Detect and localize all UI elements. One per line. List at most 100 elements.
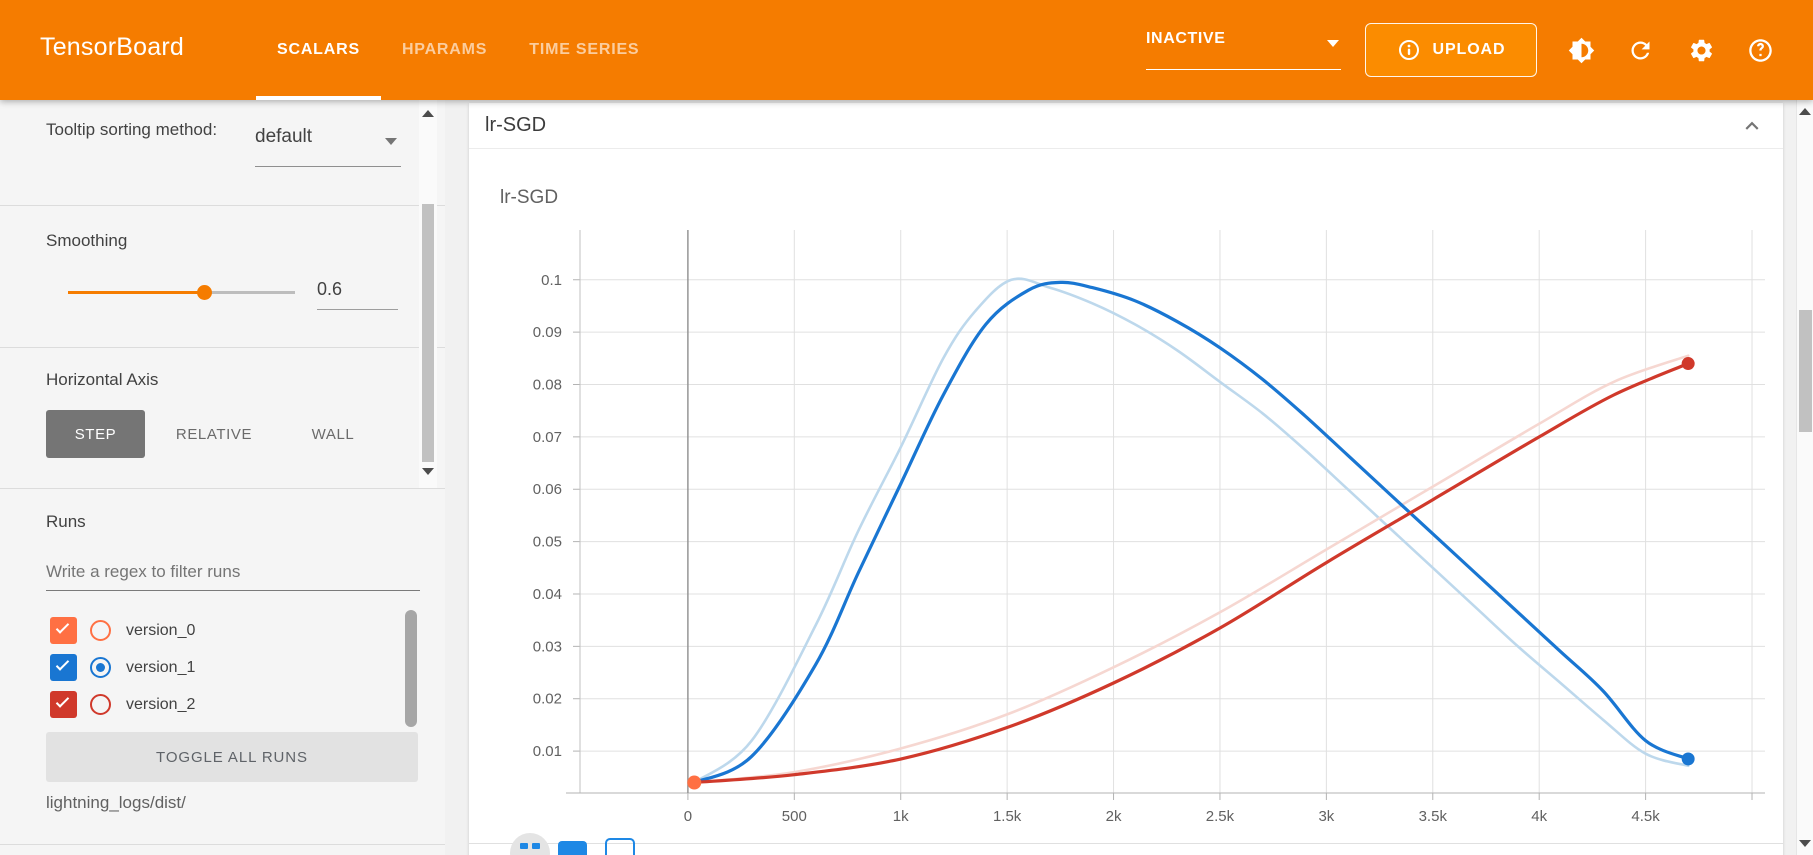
card-footer-divider xyxy=(469,843,1783,844)
scrollbar-thumb[interactable] xyxy=(422,204,434,462)
settings-button[interactable] xyxy=(1675,24,1727,76)
run-line-version_1-unsmoothed- xyxy=(693,277,1690,784)
run-radio[interactable] xyxy=(90,694,111,715)
runs-filter-input[interactable] xyxy=(46,558,420,591)
settings-sidebar: Tooltip sorting method: default Smoothin… xyxy=(0,100,445,855)
y-tick-label: 0.07 xyxy=(533,429,562,446)
y-tick-label: 0.02 xyxy=(533,691,562,708)
y-tick-label: 0.04 xyxy=(533,586,562,603)
tab-hparams[interactable]: HPARAMS xyxy=(401,41,488,58)
run-row[interactable]: version_2 xyxy=(0,686,445,723)
sidebar-scrollbar[interactable] xyxy=(419,100,437,488)
fullscreen-icon[interactable] xyxy=(558,841,587,855)
tooltip-sorting-label: Tooltip sorting method: xyxy=(46,120,218,139)
run-radio[interactable] xyxy=(90,620,111,641)
check-icon xyxy=(55,657,70,671)
scroll-up-arrow-icon[interactable] xyxy=(422,110,434,117)
card-section-title: lr-SGD xyxy=(485,114,547,136)
scroll-down-arrow-icon[interactable] xyxy=(1799,840,1811,847)
tooltip-sorting-value: default xyxy=(255,126,313,147)
smoothing-value-field[interactable]: 0.6 xyxy=(317,279,398,310)
x-tick-label: 4.5k xyxy=(1631,808,1660,825)
run-checkbox[interactable] xyxy=(50,654,77,681)
runs-scrollbar-thumb[interactable] xyxy=(405,610,417,727)
x-tick-label: 2k xyxy=(1106,808,1122,825)
info-icon xyxy=(1398,40,1419,60)
tensorboard-logo: TensorBoard xyxy=(40,33,184,61)
chevron-down-icon xyxy=(385,138,397,145)
x-tick-label: 1k xyxy=(893,808,909,825)
runs-list: version_0 version_1 version_2 xyxy=(0,612,445,723)
refresh-button[interactable] xyxy=(1614,24,1666,76)
divider xyxy=(0,488,445,489)
smoothing-slider-thumb[interactable] xyxy=(197,285,213,300)
run-start-dot-version_0 xyxy=(687,775,702,790)
tab-scalars[interactable]: SCALARS xyxy=(256,0,381,100)
app-header: TensorBoard SCALARS HPARAMS TIME SERIES … xyxy=(0,0,1813,100)
smoothing-slider[interactable] xyxy=(68,285,295,300)
collapse-section-button[interactable] xyxy=(1737,111,1767,141)
reload-status-value: INACTIVE xyxy=(1146,30,1226,47)
run-label: version_1 xyxy=(126,658,196,676)
page-scrollbar[interactable] xyxy=(1796,100,1813,855)
run-radio[interactable] xyxy=(90,657,111,678)
upload-button[interactable]: UPLOAD xyxy=(1365,23,1537,77)
main-content: lr-SGD lr-SGD 0.01 0.02 0.03 0.04 0.05 0.06 0.… xyxy=(445,100,1796,855)
y-tick-label: 0.01 xyxy=(533,743,562,760)
run-label: version_0 xyxy=(126,621,196,639)
radio-dot xyxy=(95,662,105,672)
pin-icon[interactable] xyxy=(532,843,540,849)
run-row[interactable]: version_1 xyxy=(0,649,445,686)
run-line-version_2 xyxy=(692,361,1690,785)
card-header[interactable]: lr-SGD xyxy=(469,103,1783,149)
scroll-up-arrow-icon[interactable] xyxy=(1799,108,1811,115)
run-line-version_2-unsmoothed- xyxy=(693,354,1690,784)
divider xyxy=(0,844,445,845)
fit-domain-icon[interactable] xyxy=(605,838,635,855)
tooltip-sorting-select[interactable]: default xyxy=(255,126,401,167)
run-label: version_2 xyxy=(126,695,196,713)
card-action-hover-circle[interactable] xyxy=(510,833,550,855)
scalar-line-chart[interactable]: 0.01 0.02 0.03 0.04 0.05 0.06 0.07 0.08 0.09 0.1 0… xyxy=(469,103,1783,855)
horizontal-axis-label: Horizontal Axis xyxy=(46,370,159,389)
scalar-card-lr-sgd: lr-SGD lr-SGD 0.01 0.02 0.03 0.04 0.05 0.06 0.… xyxy=(469,103,1783,855)
check-icon xyxy=(55,694,70,708)
chart-title: lr-SGD xyxy=(500,187,559,208)
axis-step-button[interactable]: STEP xyxy=(46,410,145,458)
x-tick-label: 3k xyxy=(1318,808,1334,825)
main-tabs: SCALARS HPARAMS TIME SERIES xyxy=(256,0,660,100)
help-button[interactable] xyxy=(1734,24,1786,76)
x-tick-label: 1.5k xyxy=(993,808,1022,825)
y-tick-label: 0.09 xyxy=(533,324,562,341)
axis-relative-button[interactable]: RELATIVE xyxy=(175,425,253,443)
y-tick-label: 0.03 xyxy=(533,638,562,655)
log-directory-path: lightning_logs/dist/ xyxy=(46,793,186,812)
scroll-down-arrow-icon[interactable] xyxy=(422,468,434,475)
smoothing-label: Smoothing xyxy=(46,231,128,250)
y-tick-label: 0.05 xyxy=(533,534,562,551)
divider xyxy=(0,205,445,206)
y-tick-label: 0.1 xyxy=(541,272,562,289)
check-icon xyxy=(55,620,70,634)
run-checkbox[interactable] xyxy=(50,617,77,644)
tab-time-series[interactable]: TIME SERIES xyxy=(529,41,640,58)
toggle-all-runs-button[interactable]: TOGGLE ALL RUNS xyxy=(46,732,418,782)
y-tick-label: 0.06 xyxy=(533,481,562,498)
run-checkbox[interactable] xyxy=(50,691,77,718)
pin-icon[interactable] xyxy=(520,843,528,849)
reload-status-dropdown[interactable]: INACTIVE xyxy=(1146,30,1341,70)
gear-icon xyxy=(1690,39,1712,61)
dark-mode-toggle-button[interactable] xyxy=(1555,24,1607,76)
x-tick-label: 0 xyxy=(684,808,692,825)
runs-label: Runs xyxy=(46,512,86,531)
x-tick-label: 2.5k xyxy=(1206,808,1235,825)
divider xyxy=(0,347,445,348)
brightness-icon xyxy=(1568,37,1594,63)
scrollbar-thumb[interactable] xyxy=(1799,310,1812,432)
x-tick-label: 4k xyxy=(1531,808,1547,825)
axis-wall-button[interactable]: WALL xyxy=(311,425,355,443)
run-row[interactable]: version_0 xyxy=(0,612,445,649)
x-tick-label: 500 xyxy=(782,808,807,825)
run-line-version_1 xyxy=(692,280,1690,785)
